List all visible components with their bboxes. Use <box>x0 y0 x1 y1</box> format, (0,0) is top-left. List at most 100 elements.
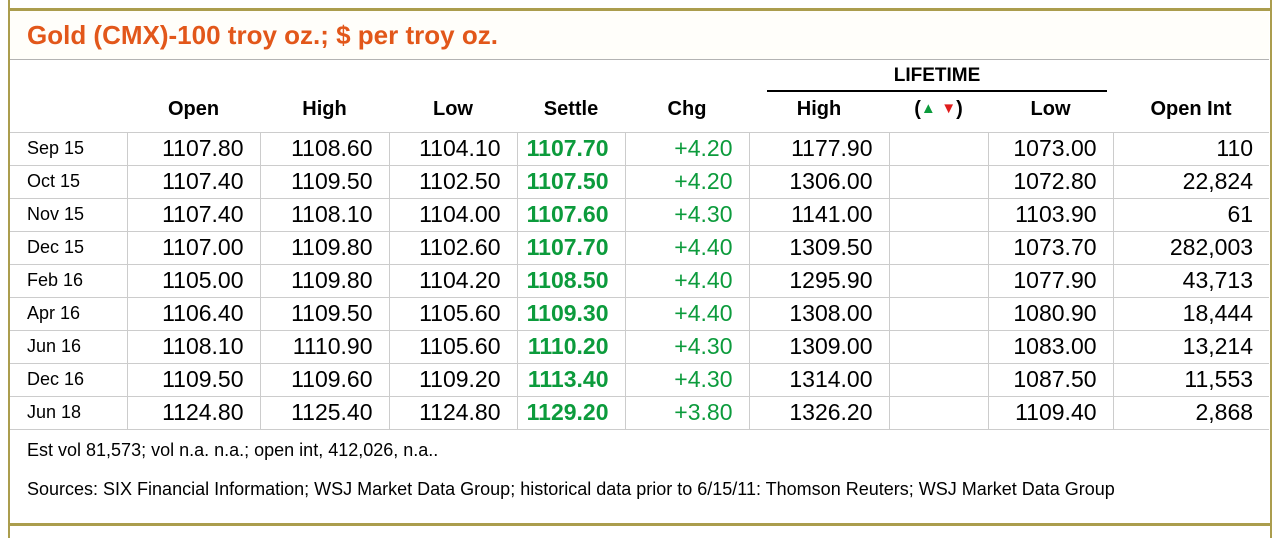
lifetime-group-header: LIFETIME <box>767 65 1108 92</box>
cell-lifetime-low: 1072.80 <box>987 164 1114 199</box>
cell-lifetime-arrow <box>888 395 988 430</box>
frame-rule-bottom <box>8 523 1272 526</box>
cell-low: 1124.80 <box>388 395 517 430</box>
cell-lifetime-high: 1309.00 <box>748 329 889 364</box>
cell-open-int: 61 <box>1112 197 1270 232</box>
cell-high: 1109.50 <box>259 164 389 199</box>
cell-chg: +4.30 <box>624 362 749 397</box>
cell-high: 1109.60 <box>259 362 389 397</box>
cell-month: Jun 16 <box>10 329 127 364</box>
cell-month: Apr 16 <box>10 296 127 331</box>
cell-chg: +3.80 <box>624 395 749 430</box>
cell-lifetime-arrow <box>888 197 988 232</box>
cell-lifetime-arrow <box>888 230 988 265</box>
cell-open: 1107.40 <box>126 164 260 199</box>
cell-chg: +4.40 <box>624 263 749 298</box>
cell-lifetime-high: 1141.00 <box>748 197 889 232</box>
cell-open-int: 282,003 <box>1112 230 1270 265</box>
cell-high: 1108.10 <box>259 197 389 232</box>
cell-open-int: 11,553 <box>1112 362 1270 397</box>
cell-high: 1109.50 <box>259 296 389 331</box>
header-low: Low <box>433 98 473 121</box>
column-header-row: Open High Low Settle Chg High (▲ ▼) Low … <box>10 92 1269 132</box>
frame-rule-left <box>8 0 10 538</box>
cell-lifetime-low: 1077.90 <box>987 263 1114 298</box>
table-row: Dec 16 1109.50 1109.60 1109.20 1113.40 +4.30 1… <box>10 362 1270 397</box>
table-row: Feb 16 1105.00 1109.80 1104.20 1108.50 +4.40 1… <box>10 263 1270 298</box>
cell-open: 1105.00 <box>126 263 260 298</box>
table-row: Oct 15 1107.40 1109.50 1102.50 1107.50 +4.20 1… <box>10 164 1270 199</box>
cell-open-int: 18,444 <box>1112 296 1270 331</box>
cell-chg: +4.20 <box>624 164 749 199</box>
cell-lifetime-arrow <box>888 263 988 298</box>
module-content: Gold (CMX)-100 troy oz.; $ per troy oz. … <box>10 11 1270 512</box>
header-open: Open <box>167 98 220 121</box>
cell-lifetime-high: 1314.00 <box>748 362 889 397</box>
cell-lifetime-low: 1080.90 <box>987 296 1114 331</box>
cell-low: 1102.60 <box>388 230 517 265</box>
cell-settle: 1110.20 <box>516 329 625 364</box>
cell-lifetime-high: 1309.50 <box>748 230 889 265</box>
cell-lifetime-arrow <box>888 131 988 166</box>
cell-open-int: 2,868 <box>1112 395 1270 430</box>
volume-footnote: Est vol 81,573; vol n.a. n.a.; open int,… <box>27 439 439 460</box>
futures-quotes-table: LIFETIME Open High Low Settle Chg High (… <box>10 60 1270 430</box>
instrument-title: Gold (CMX)-100 troy oz.; $ per troy oz. <box>10 11 1269 60</box>
cell-chg: +4.20 <box>624 131 749 166</box>
cell-lifetime-arrow <box>888 164 988 199</box>
cell-open: 1107.00 <box>126 230 260 265</box>
table-row: Nov 15 1107.40 1108.10 1104.00 1107.60 +4.30 1… <box>10 197 1270 232</box>
cell-low: 1104.00 <box>388 197 517 232</box>
cell-open: 1106.40 <box>126 296 260 331</box>
header-high: High <box>302 98 347 121</box>
cell-lifetime-high: 1295.90 <box>748 263 889 298</box>
cell-open: 1124.80 <box>126 395 260 430</box>
header-lifetime-high: High <box>796 98 842 121</box>
header-settle: Settle <box>543 98 599 121</box>
cell-month: Nov 15 <box>10 197 127 232</box>
cell-lifetime-arrow <box>888 362 988 397</box>
frame-rule-top <box>8 8 1272 11</box>
cell-lifetime-low: 1109.40 <box>987 395 1114 430</box>
cell-open-int: 43,713 <box>1112 263 1270 298</box>
cell-lifetime-low: 1073.70 <box>987 230 1114 265</box>
cell-chg: +4.40 <box>624 230 749 265</box>
cell-month: Feb 16 <box>10 263 127 298</box>
cell-open-int: 13,214 <box>1112 329 1270 364</box>
cell-lifetime-arrow <box>888 296 988 331</box>
cell-lifetime-high: 1326.20 <box>748 395 889 430</box>
cell-low: 1109.20 <box>388 362 517 397</box>
table-row: Jun 18 1124.80 1125.40 1124.80 1129.20 +3.80 1… <box>10 395 1270 430</box>
cell-settle: 1107.70 <box>516 131 625 166</box>
cell-month: Oct 15 <box>10 164 127 199</box>
cell-lifetime-high: 1177.90 <box>748 131 889 166</box>
cell-lifetime-arrow <box>888 329 988 364</box>
down-triangle-icon: ▼ <box>941 100 957 118</box>
cell-settle: 1108.50 <box>516 263 625 298</box>
cell-high: 1125.40 <box>259 395 389 430</box>
cell-high: 1110.90 <box>259 329 389 364</box>
cell-settle: 1107.50 <box>516 164 625 199</box>
cell-lifetime-high: 1308.00 <box>748 296 889 331</box>
cell-settle: 1109.30 <box>516 296 625 331</box>
table-body: Sep 15 1107.80 1108.60 1104.10 1107.70 +4.20 1… <box>10 131 1270 430</box>
cell-chg: +4.30 <box>624 329 749 364</box>
table-row: Dec 15 1107.00 1109.80 1102.60 1107.70 +4.40 1… <box>10 230 1270 265</box>
open-paren: ( <box>914 98 921 121</box>
cell-month: Sep 15 <box>10 131 127 166</box>
cell-lifetime-low: 1103.90 <box>987 197 1114 232</box>
cell-open-int: 22,824 <box>1112 164 1270 199</box>
header-month <box>10 92 127 132</box>
cell-open-int: 110 <box>1112 131 1270 166</box>
cell-open: 1108.10 <box>126 329 260 364</box>
cell-month: Dec 16 <box>10 362 127 397</box>
cell-open: 1107.80 <box>126 131 260 166</box>
header-open-int: Open Int <box>1150 98 1232 121</box>
cell-chg: +4.40 <box>624 296 749 331</box>
cell-lifetime-high: 1306.00 <box>748 164 889 199</box>
header-lifetime-low: Low <box>1030 98 1071 121</box>
cell-open: 1107.40 <box>126 197 260 232</box>
cell-settle: 1113.40 <box>516 362 625 397</box>
cell-open: 1109.50 <box>126 362 260 397</box>
